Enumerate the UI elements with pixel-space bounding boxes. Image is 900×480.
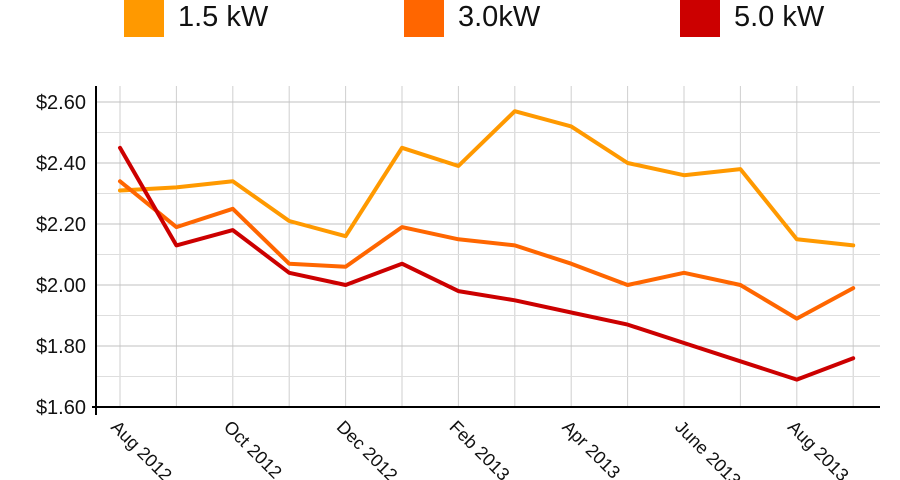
- legend-swatch-1-5kw: [124, 0, 164, 37]
- chart-series: [118, 109, 856, 382]
- y-tick-label: $2.60: [36, 92, 86, 114]
- x-tick-label: Feb 2013: [446, 417, 514, 480]
- x-tick-label: Oct 2012: [220, 417, 286, 480]
- y-tick-label: $1.60: [36, 397, 86, 419]
- legend-swatch-5-0kw: [680, 0, 720, 37]
- y-axis-ticks: $1.60 $1.80 $2.00 $2.20 $2.40 $2.60: [36, 92, 86, 419]
- y-tick-label: $2.20: [36, 214, 86, 236]
- x-tick-label: June 2013: [671, 417, 745, 480]
- x-tick-label: Dec 2012: [333, 417, 402, 480]
- series-line-3-0kw: [118, 179, 856, 321]
- chart-axes: [92, 86, 880, 415]
- x-tick-label: Aug 2013: [784, 417, 853, 480]
- y-tick-label: $1.80: [36, 336, 86, 358]
- x-tick-label: Apr 2013: [558, 417, 624, 480]
- chart-grid: [96, 86, 880, 407]
- legend-swatch-3-0kw: [404, 0, 444, 37]
- series-line-1-5-kw: [118, 109, 856, 248]
- legend-label-5-0kw: 5.0 kW: [734, 0, 825, 33]
- legend-label-1-5kw: 1.5 kW: [178, 0, 269, 33]
- chart-legend: 1.5 kW 3.0kW 5.0 kW: [0, 0, 900, 40]
- series-line-5-0-kw: [118, 145, 856, 382]
- x-tick-label: Aug 2012: [107, 417, 176, 480]
- legend-item-3-0kw: 3.0kW: [404, 0, 540, 40]
- legend-label-3-0kw: 3.0kW: [458, 0, 541, 33]
- legend-item-1-5kw: 1.5 kW: [124, 0, 268, 40]
- y-tick-label: $2.40: [36, 153, 86, 175]
- x-axis-ticks: Aug 2012 Oct 2012 Dec 2012 Feb 2013 Apr 2013…: [107, 417, 852, 480]
- legend-item-5-0kw: 5.0 kW: [680, 0, 824, 40]
- y-tick-label: $2.00: [36, 275, 86, 297]
